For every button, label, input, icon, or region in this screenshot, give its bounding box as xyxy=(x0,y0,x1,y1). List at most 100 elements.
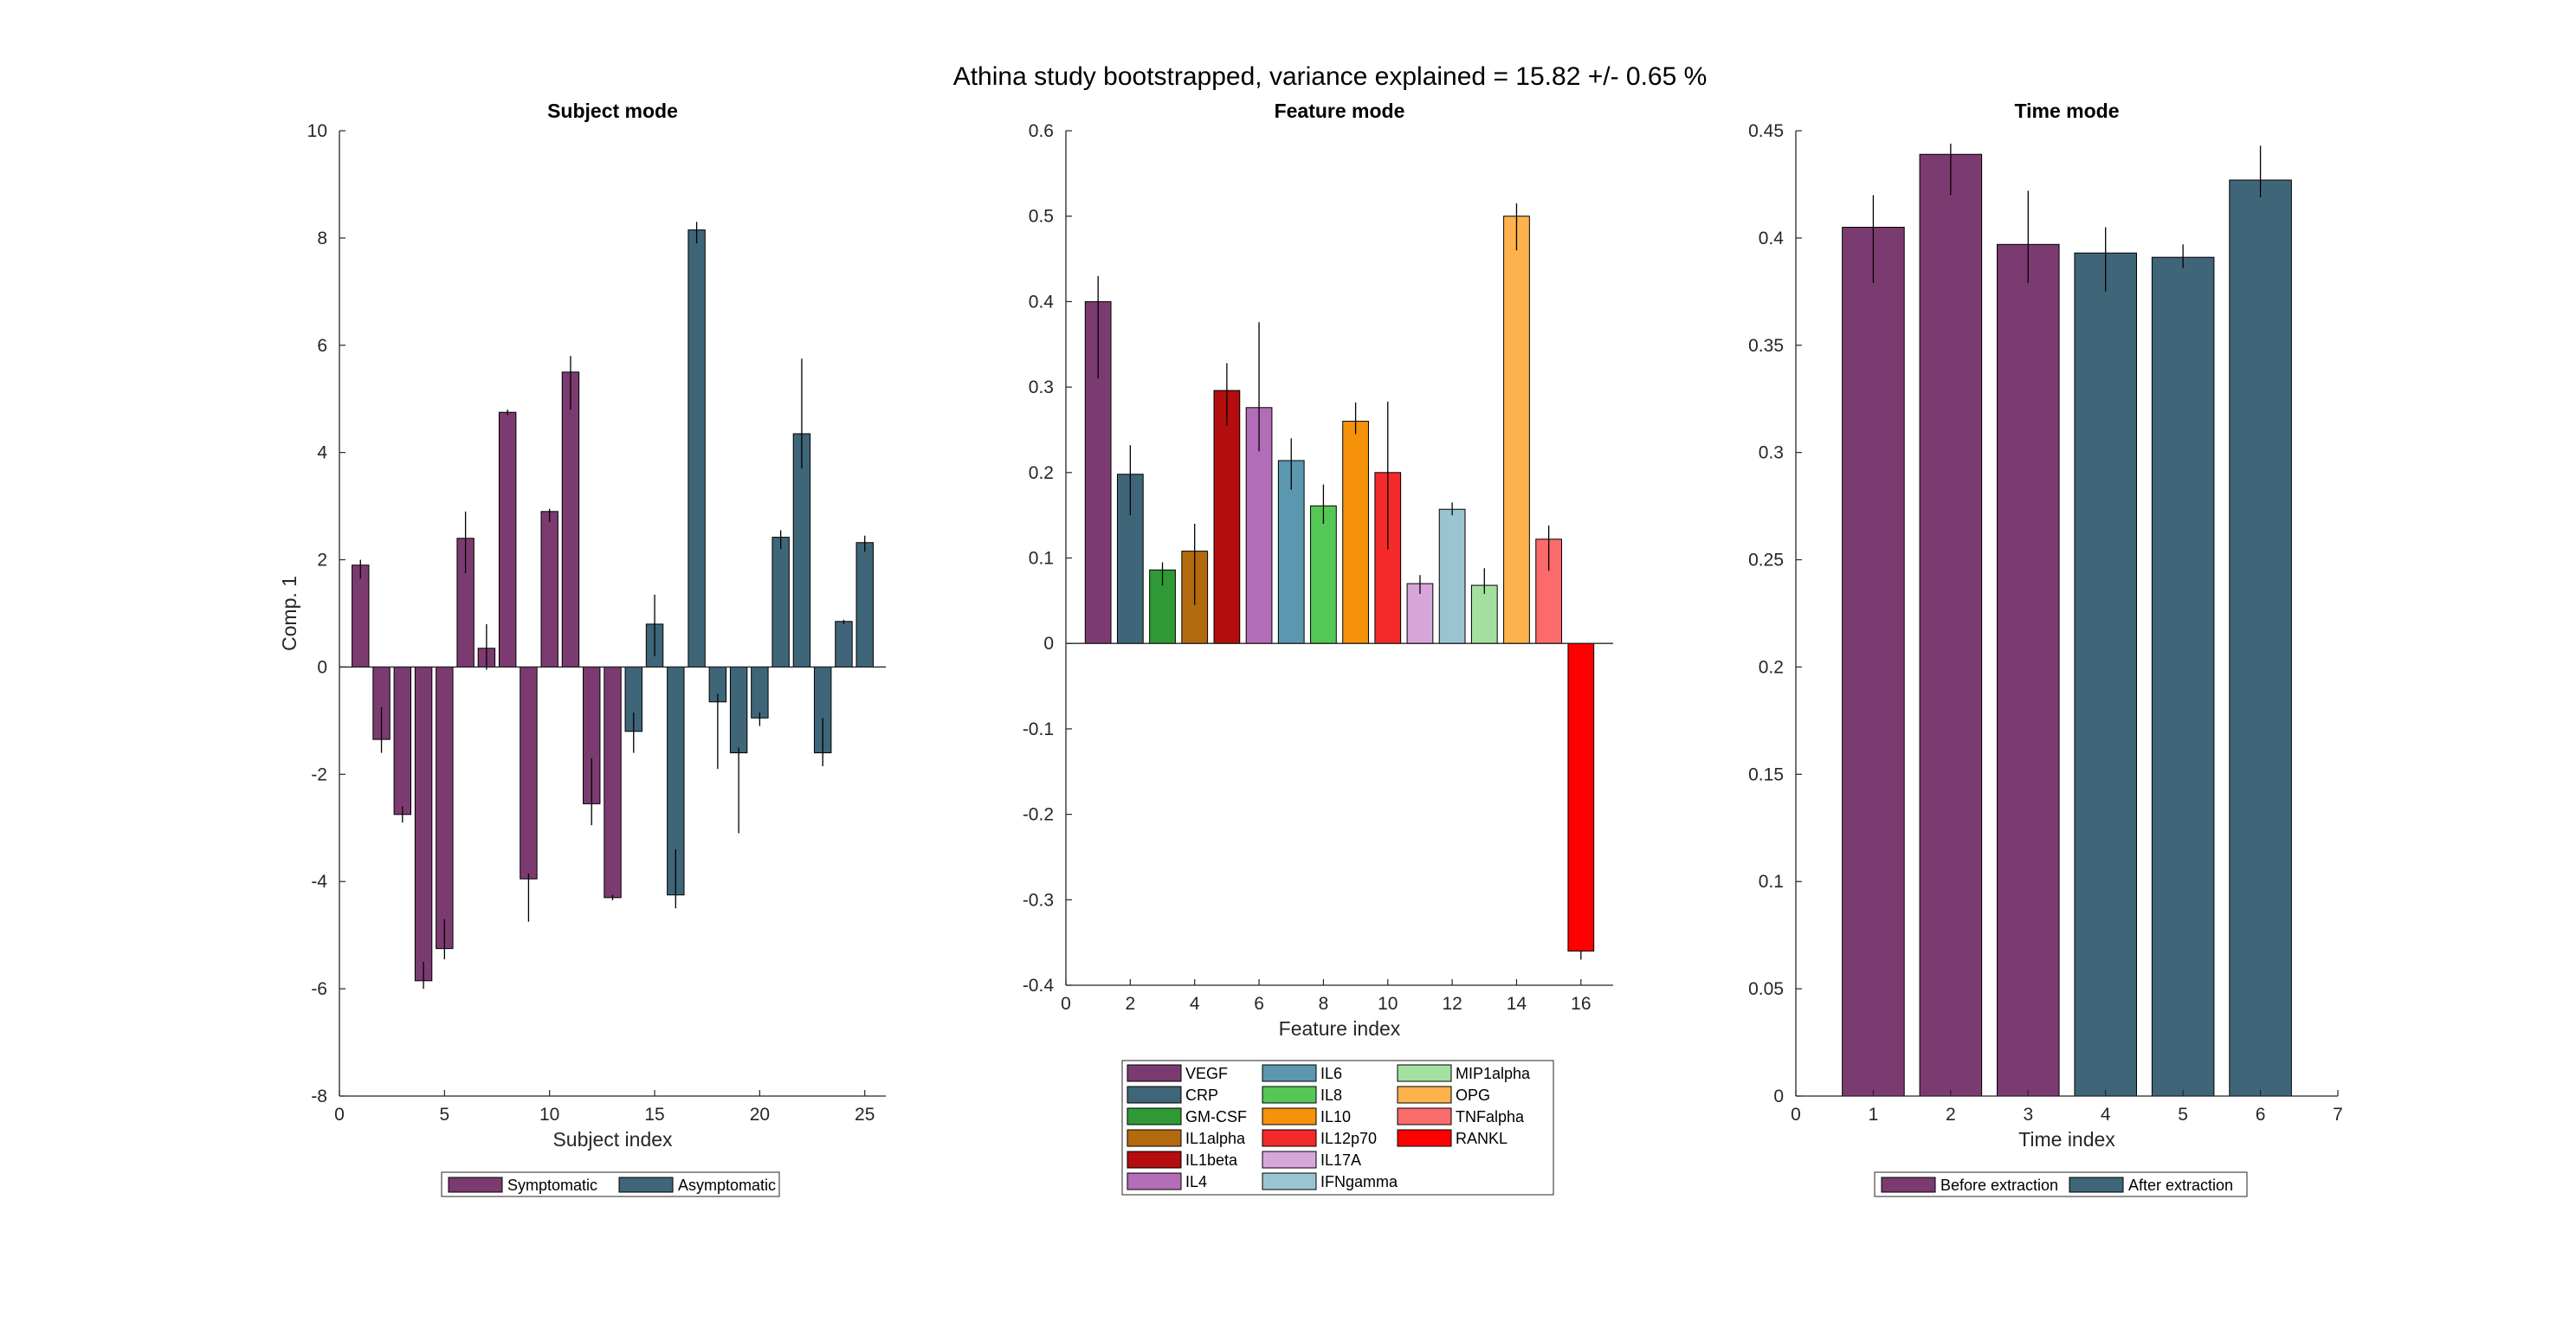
legend-label: Asymptomatic xyxy=(678,1177,776,1194)
subject-mode-panel: Subject mode -8 -6 -4 -2 0 2 4 6 8 10 0 5 10 15 20 25 Sub… xyxy=(278,100,886,1197)
x-tick-label: 0 xyxy=(1791,1105,1801,1125)
legend-label: IL1alpha xyxy=(1185,1130,1246,1147)
bar xyxy=(1567,642,1595,952)
x-tick-label: 0 xyxy=(1061,994,1071,1014)
x-tick-label: 6 xyxy=(2256,1105,2266,1125)
bar xyxy=(414,666,433,982)
time-mode-panel: Time mode 0 0.05 0.1 0.15 0.2 0.25 0.3 0.35 0.4 0.… xyxy=(1748,100,2343,1197)
y-tick-label: -0.4 xyxy=(1023,976,1055,996)
y-tick-label: 0.05 xyxy=(1748,979,1784,999)
legend-swatch xyxy=(1127,1086,1182,1104)
legend-label: After extraction xyxy=(2128,1177,2233,1194)
bar xyxy=(1842,227,1905,1097)
x-tick-label: 2 xyxy=(1126,994,1136,1014)
legend-swatch xyxy=(1127,1064,1182,1082)
y-tick-label: 0.4 xyxy=(1759,229,1785,248)
legend-swatch xyxy=(1881,1177,1936,1193)
x-tick-label: 8 xyxy=(1319,994,1329,1014)
x-axis-label: Subject index xyxy=(552,1128,673,1151)
bar xyxy=(436,666,454,950)
legend-swatch xyxy=(1397,1129,1452,1147)
bar xyxy=(1997,243,2060,1097)
y-tick-label: -0.2 xyxy=(1023,805,1054,825)
bar xyxy=(540,511,558,668)
bar xyxy=(729,666,748,754)
x-tick-label: 2 xyxy=(1946,1105,1956,1125)
bar xyxy=(604,666,622,899)
y-tick-label: 0.25 xyxy=(1748,551,1784,571)
legend-swatch xyxy=(618,1177,674,1193)
y-tick-label: 0.2 xyxy=(1029,463,1054,483)
legend-label: IFNgamma xyxy=(1320,1173,1398,1190)
panel-title: Time mode xyxy=(2015,100,2120,122)
y-tick-label: 0.1 xyxy=(1029,549,1054,569)
y-tick-label: 0.6 xyxy=(1029,121,1054,141)
y-tick-label: 0.35 xyxy=(1748,336,1784,356)
bar xyxy=(772,537,790,668)
legend-label: Symptomatic xyxy=(507,1177,597,1194)
bar xyxy=(792,433,811,668)
y-tick-label: 0.1 xyxy=(1759,872,1784,892)
legend-swatch xyxy=(1397,1086,1452,1104)
feature-mode-panel: Feature mode -0.4 -0.3 -0.2 -0.1 0 0.1 0.2 0.3 0.… xyxy=(1023,100,1613,1196)
x-tick-label: 5 xyxy=(2178,1105,2188,1125)
x-tick-label: 5 xyxy=(440,1105,450,1125)
y-tick-label: 0 xyxy=(317,657,327,677)
y-tick-label: -0.3 xyxy=(1023,890,1054,910)
y-tick-label: 0.45 xyxy=(1748,121,1784,141)
y-tick-label: 0.2 xyxy=(1759,657,1784,677)
y-tick-label: 0 xyxy=(1773,1087,1784,1106)
bar xyxy=(1213,390,1241,644)
y-tick-label: 0.15 xyxy=(1748,764,1784,784)
bar xyxy=(498,411,517,668)
figure-title: Athina study bootstrapped, variance expl… xyxy=(953,62,1708,91)
legend-swatch xyxy=(1262,1064,1317,1082)
x-tick-label: 20 xyxy=(750,1105,770,1125)
legend-label: IL10 xyxy=(1320,1108,1351,1125)
bar xyxy=(520,666,538,880)
x-tick-label: 25 xyxy=(855,1105,875,1125)
legend-swatch xyxy=(1262,1107,1317,1125)
x-axis-label: Time index xyxy=(2018,1128,2115,1151)
legend-swatch xyxy=(1262,1172,1317,1190)
legend-label: IL17A xyxy=(1320,1151,1361,1169)
legend-swatch xyxy=(1127,1172,1182,1190)
y-tick-label: -6 xyxy=(311,979,327,999)
bar xyxy=(1919,153,1983,1097)
x-tick-label: 10 xyxy=(1378,994,1398,1014)
bar xyxy=(835,621,853,668)
y-tick-label: -4 xyxy=(311,872,327,892)
y-tick-label: -0.1 xyxy=(1023,719,1054,739)
y-tick-label: 6 xyxy=(317,336,327,356)
x-tick-label: 14 xyxy=(1507,994,1527,1014)
bar xyxy=(1470,584,1498,644)
bar xyxy=(1438,508,1466,644)
x-tick-label: 6 xyxy=(1254,994,1264,1014)
legend-label: VEGF xyxy=(1185,1065,1228,1082)
x-tick-label: 15 xyxy=(644,1105,664,1125)
legend-label: IL4 xyxy=(1185,1173,1207,1190)
legend-box xyxy=(1874,1171,2248,1197)
legend-swatch xyxy=(2069,1177,2124,1193)
bar xyxy=(2229,179,2292,1097)
y-tick-label: 2 xyxy=(317,551,327,571)
y-tick-label: 4 xyxy=(317,443,327,463)
x-tick-label: 12 xyxy=(1442,994,1462,1014)
y-tick-label: 0 xyxy=(1043,634,1054,654)
legend-swatch xyxy=(1127,1107,1182,1125)
x-tick-label: 4 xyxy=(1190,994,1200,1014)
legend-label: CRP xyxy=(1185,1087,1218,1104)
x-tick-label: 3 xyxy=(2023,1105,2033,1125)
legend-box xyxy=(1121,1060,1554,1196)
x-tick-label: 4 xyxy=(2101,1105,2111,1125)
panel-title: Feature mode xyxy=(1275,100,1405,122)
bar xyxy=(855,542,874,668)
x-axis-label: Feature index xyxy=(1279,1017,1401,1040)
y-tick-label: 8 xyxy=(317,229,327,248)
bar xyxy=(393,666,412,816)
y-tick-label: 0.3 xyxy=(1029,377,1054,397)
legend-label: TNFalpha xyxy=(1456,1108,1525,1125)
legend-swatch xyxy=(1127,1129,1182,1147)
y-tick-label: 10 xyxy=(307,121,327,141)
